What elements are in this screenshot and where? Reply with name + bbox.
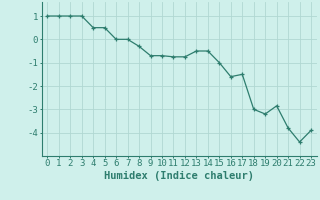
X-axis label: Humidex (Indice chaleur): Humidex (Indice chaleur): [104, 171, 254, 181]
